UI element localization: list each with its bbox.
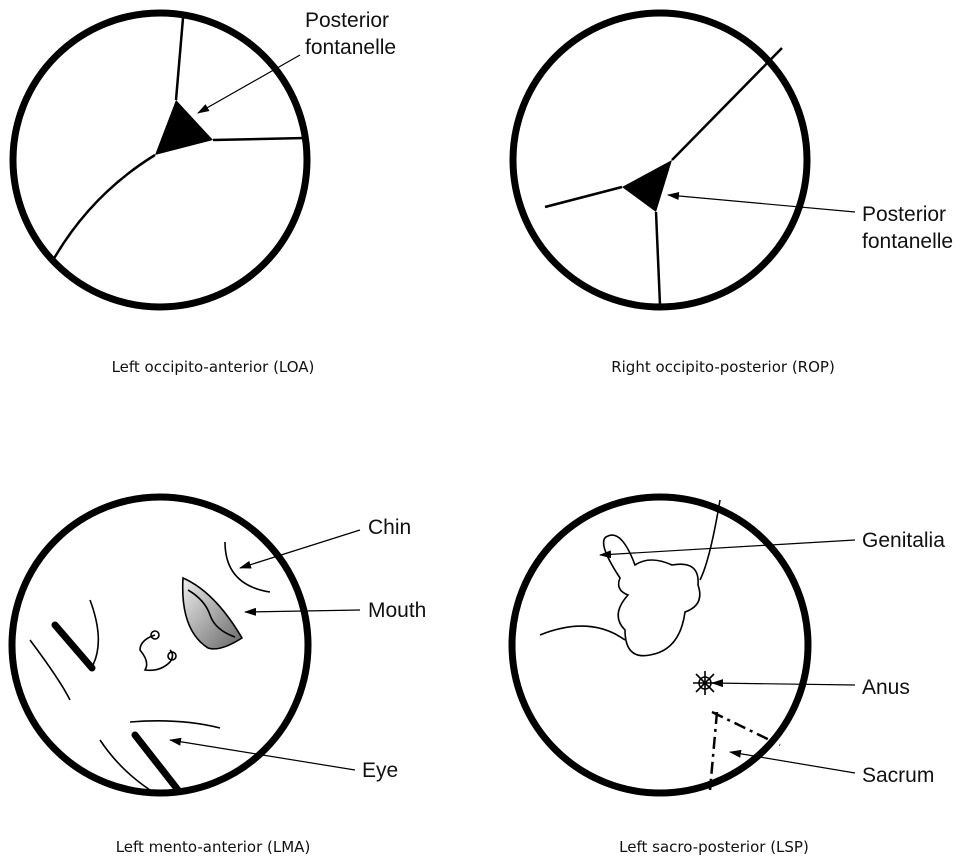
mouth xyxy=(181,576,244,650)
caption: Left sacro-posterior (LSP) xyxy=(619,838,809,856)
head-outline xyxy=(8,493,312,797)
nose xyxy=(139,634,174,672)
anus-rays xyxy=(693,671,717,695)
label: Posterior xyxy=(862,203,946,226)
label: fontanelle xyxy=(862,230,953,253)
arrow xyxy=(197,54,301,114)
head-outline xyxy=(9,9,311,311)
label: Sacrum xyxy=(862,764,934,787)
panel-lsp: Genitalia Anus Sacrum Left sacro-posteri… xyxy=(508,493,945,856)
fontanelle xyxy=(622,160,672,212)
label: Chin xyxy=(368,516,411,539)
arrow xyxy=(244,607,361,616)
nostril xyxy=(167,651,177,661)
chin xyxy=(224,541,271,593)
panel-rop: Posterior fontanelle Right occipito-post… xyxy=(509,9,953,376)
arrow xyxy=(169,737,356,771)
caption: Right occipito-posterior (ROP) xyxy=(611,358,835,376)
body-outline xyxy=(508,493,812,797)
panel-lma: Chin Mouth Eye Left mento-anterior (LMA) xyxy=(8,493,426,856)
nostril xyxy=(150,630,160,640)
brow-bottom xyxy=(99,720,221,791)
mouth-line xyxy=(187,589,236,638)
head-outline xyxy=(509,9,811,311)
genitalia xyxy=(602,534,701,657)
eye-left xyxy=(51,621,96,672)
label: Mouth xyxy=(368,599,426,622)
sutures xyxy=(50,17,306,263)
arrow xyxy=(711,679,856,688)
label: Posterior xyxy=(305,9,389,32)
sutures xyxy=(544,47,783,306)
caption: Left mento-anterior (LMA) xyxy=(116,838,311,856)
label: Genitalia xyxy=(862,529,945,552)
arrow xyxy=(599,539,856,559)
brow-left xyxy=(29,599,100,701)
label: Eye xyxy=(362,759,398,782)
label: fontanelle xyxy=(305,36,396,59)
arrow xyxy=(667,192,856,213)
fontanelle xyxy=(155,100,213,155)
arrow xyxy=(239,529,361,569)
label: Anus xyxy=(862,676,910,699)
eye-bottom xyxy=(131,731,182,794)
arrow xyxy=(729,749,856,774)
contours xyxy=(539,499,721,641)
panel-loa: Posterior fontanelle Left occipito-anter… xyxy=(9,9,396,376)
caption: Left occipito-anterior (LOA) xyxy=(112,358,315,376)
